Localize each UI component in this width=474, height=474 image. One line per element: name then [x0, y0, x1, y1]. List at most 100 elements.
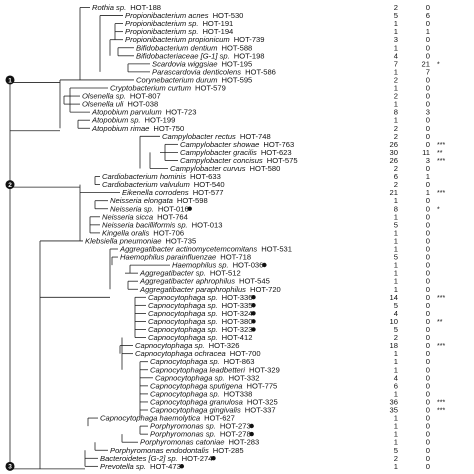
taxon-name: Capnocytophaga leadbetteri — [150, 365, 245, 374]
taxon-label: Klebsiella pneumoniae HOT-735 — [85, 236, 196, 245]
count-value-1: 1 — [394, 67, 398, 76]
count-value-2: 0 — [426, 204, 430, 213]
taxon-name: Capnocytophaga ochracea — [135, 349, 226, 358]
significance-mark: *** — [437, 158, 445, 165]
count-value-1: 10 — [390, 317, 398, 326]
count-value-2: 0 — [426, 220, 430, 229]
taxon-label: Campylobacter rectus HOT-748 — [162, 132, 271, 141]
hot-id: HOT-545 — [239, 277, 270, 286]
hot-id: HOT-720 — [250, 285, 281, 294]
hot-id: HOT-335 — [222, 301, 253, 310]
count-columns: 2 05 61 01 13 01 04 07 21 *1 72 01 02 01 08 31 02 02 026 0 *… — [390, 3, 446, 471]
hot-id: HOT-329 — [249, 365, 280, 374]
count-value-2: 0 — [426, 84, 430, 93]
hot-id: HOT-036 — [233, 261, 264, 270]
taxon-name: Atopobium rimae — [91, 124, 149, 133]
hot-id: HOT-283 — [228, 438, 259, 447]
taxon-label: Capnocytophaga sputigena HOT-775 — [150, 381, 277, 390]
hot-id: HOT-764 — [157, 212, 188, 221]
node-marker-label: 1 — [8, 77, 12, 84]
taxon-name: Capnocytophaga sp. — [150, 357, 220, 366]
node-marker-circle — [5, 180, 15, 190]
taxon-label: Capnocytophaga sp. HOT-323 — [148, 325, 252, 334]
hot-id: HOT-530 — [213, 11, 244, 20]
taxon-label: Neisseria bacilliformis sp. HOT-013 — [102, 220, 222, 229]
filled-dot-icon — [179, 464, 185, 469]
count-value-1: 5 — [394, 220, 398, 229]
node-marker-circle — [5, 461, 15, 471]
count-value-2: 0 — [426, 325, 430, 334]
hot-id: HOT-623 — [261, 148, 292, 157]
significance-mark: *** — [437, 408, 445, 415]
taxon-label: Haemophilus sp. HOT-036 — [172, 261, 263, 270]
count-value-1: 1 — [394, 269, 398, 278]
count-value-2: 0 — [426, 228, 430, 237]
count-value-1: 1 — [394, 196, 398, 205]
count-value-1: 1 — [394, 19, 398, 28]
taxon-label: Campylobacter showae HOT-763 — [180, 140, 294, 149]
hot-id: HOT-016 — [158, 204, 189, 213]
count-value-1: 1 — [394, 414, 398, 423]
hot-id: HOT-473 — [150, 462, 181, 471]
taxon-name: Capnocytophaga sp. — [148, 309, 218, 318]
hot-id: HOT-336 — [222, 293, 253, 302]
count-value-2: 0 — [426, 317, 430, 326]
taxon-name: Porphyromonas catoniae — [140, 438, 224, 447]
count-value-2: 0 — [426, 397, 430, 406]
hot-id: HOT-278 — [220, 430, 251, 439]
count-value-2: 0 — [426, 269, 430, 278]
filled-dot-icon — [251, 295, 256, 300]
taxon-name: Atopobium parvulum — [91, 108, 162, 117]
taxon-name: Campylobacter concisus — [180, 156, 263, 165]
taxon-label: Atopobium parvulum HOT-723 — [91, 108, 196, 117]
taxon-label: Propionibacterium sp. HOT-191 — [125, 19, 233, 28]
count-value-2: 0 — [426, 373, 430, 382]
count-value-1: 2 — [394, 92, 398, 101]
taxon-label: Campylobacter gracilis HOT-623 — [180, 148, 292, 157]
count-value-2: 1 — [426, 188, 430, 197]
count-value-1: 1 — [394, 27, 398, 36]
significance-mark: ** — [437, 319, 443, 326]
filled-dot-icon — [249, 431, 254, 437]
taxon-label: Corynebacterium durum HOT-595 — [136, 75, 252, 84]
count-value-1: 1 — [394, 261, 398, 270]
count-value-2: 0 — [426, 333, 430, 342]
taxon-label: Eikenella corrodens HOT-577 — [122, 188, 224, 197]
hot-id: HOT-775 — [246, 381, 277, 390]
taxon-label: Scardovia wiggsiae HOT-195 — [152, 59, 252, 68]
taxon-name: Propionibacterium sp. — [125, 19, 198, 28]
count-value-2: 7 — [426, 67, 430, 76]
count-value-1: 1 — [394, 357, 398, 366]
count-value-2: 0 — [426, 196, 430, 205]
filled-dot-icon — [251, 327, 256, 332]
count-value-1: 26 — [390, 140, 398, 149]
count-value-2: 0 — [426, 92, 430, 101]
count-value-1: 1 — [394, 100, 398, 109]
taxon-label: Capnocytophaga sp. HOT-336 — [148, 293, 252, 302]
hot-id: HOT-188 — [130, 3, 161, 12]
hot-id: HOT-198 — [234, 51, 265, 60]
count-value-2: 0 — [426, 438, 430, 447]
taxon-name: Olsenella uli — [82, 100, 124, 109]
significance-mark: * — [437, 206, 440, 213]
taxon-label: Propionibacterium acnes HOT-530 — [125, 11, 243, 20]
count-value-2: 0 — [426, 293, 430, 302]
count-value-2: 0 — [426, 422, 430, 431]
taxon-name: Olsenella sp. — [82, 92, 126, 101]
filled-dot-icon — [211, 456, 216, 461]
count-value-2: 0 — [426, 301, 430, 310]
taxon-name: Haemophilus parainfluenzae — [120, 253, 216, 262]
count-value-1: 1 — [394, 462, 398, 471]
count-value-2: 0 — [426, 180, 430, 189]
taxon-name: Propionibacterium acnes — [125, 11, 209, 20]
taxon-label: Cardiobacterium hominis HOT-633 — [102, 172, 221, 181]
taxon-name: Capnocytophaga haemolytica — [100, 414, 200, 423]
count-value-1: 1 — [394, 285, 398, 294]
taxon-name: Neisseria bacilliformis sp. — [102, 220, 188, 229]
taxon-label: Neisseria sp. HOT-016 — [110, 204, 189, 213]
count-value-2: 0 — [426, 75, 430, 84]
count-value-2: 0 — [426, 19, 430, 28]
hot-id: HOT-735 — [165, 236, 196, 245]
filled-dot-icon — [249, 423, 254, 429]
taxon-label: Propionibacterium propionicum HOT-739 — [125, 35, 265, 44]
